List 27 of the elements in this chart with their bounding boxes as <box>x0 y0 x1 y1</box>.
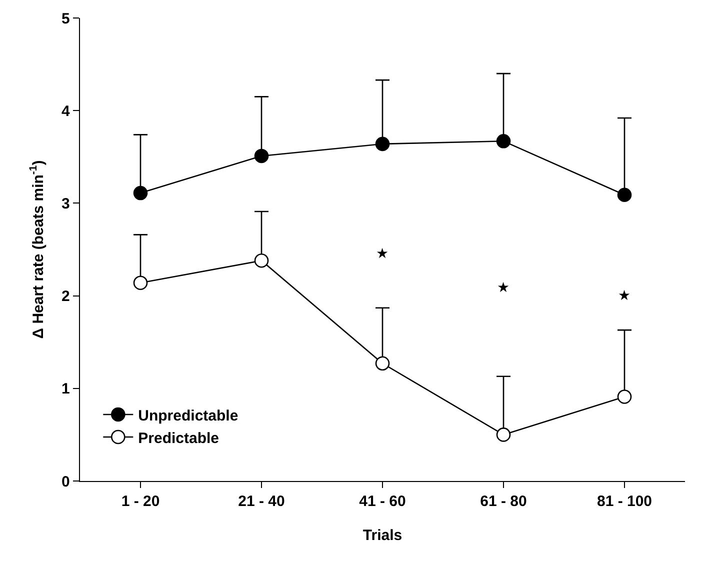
y-tick-label: 4 <box>62 102 71 120</box>
point <box>617 390 632 404</box>
annotation: ★ <box>376 246 389 262</box>
point <box>133 276 148 290</box>
point <box>496 428 511 442</box>
y-tick-label: 0 <box>62 473 70 490</box>
annotation: ★ <box>497 280 510 296</box>
x-tick-label: 41 - 60 <box>359 493 406 510</box>
x-tick-label: 21 - 40 <box>238 493 285 510</box>
x-tick-label: 1 - 20 <box>121 493 160 510</box>
legend-label: Predictable <box>138 430 220 447</box>
x-tick-label: 61 - 80 <box>480 493 527 510</box>
legend-label: Unpredictable <box>138 407 238 424</box>
point <box>375 356 390 371</box>
y-tick-label: 5 <box>62 10 70 28</box>
point <box>375 136 390 152</box>
y-tick-label: 3 <box>62 195 70 212</box>
point <box>254 148 269 164</box>
point <box>254 253 269 268</box>
point <box>133 186 148 200</box>
x-axis-title: Trials <box>362 527 402 544</box>
point <box>617 188 632 202</box>
x-tick-label: 81 - 100 <box>596 493 652 510</box>
y-tick-label: 2 <box>62 288 70 306</box>
annotation: ★ <box>618 288 631 304</box>
y-tick-label: 1 <box>62 380 70 398</box>
point <box>496 134 511 148</box>
